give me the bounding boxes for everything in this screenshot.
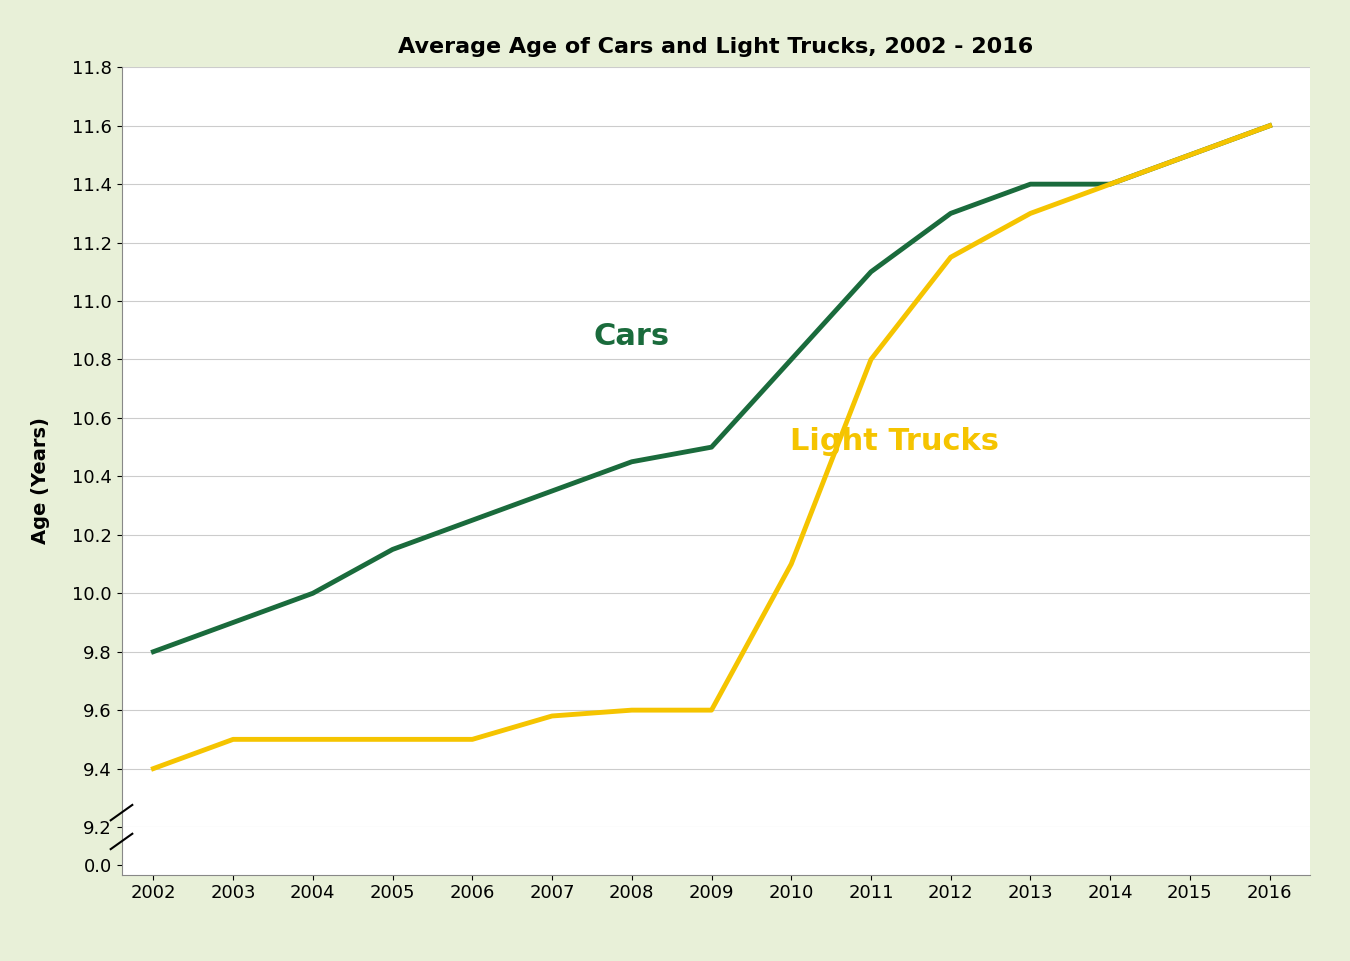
Text: Age (Years): Age (Years) xyxy=(31,417,50,544)
Text: Light Trucks: Light Trucks xyxy=(790,427,999,456)
Title: Average Age of Cars and Light Trucks, 2002 - 2016: Average Age of Cars and Light Trucks, 20… xyxy=(398,37,1033,58)
Text: Cars: Cars xyxy=(594,322,670,351)
